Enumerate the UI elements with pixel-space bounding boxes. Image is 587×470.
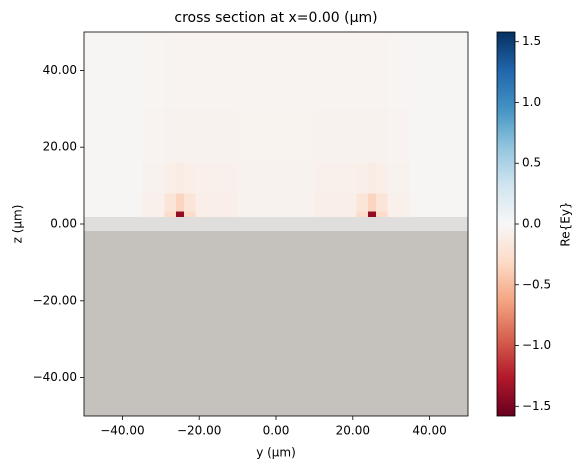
heatmap-cell [164,108,177,163]
x-tick-label: −20.00 [177,424,221,438]
heatmap-cell [314,32,357,109]
heatmap-cell [141,193,165,212]
colorbar-tick-label: −1.5 [522,399,551,413]
heatmap-cell [375,193,388,212]
heatmap-cell [164,193,177,212]
heatmap-cell [375,162,388,194]
colorbar [496,31,516,417]
chart-title: cross section at x=0.00 (μm) [174,10,377,26]
structure [84,217,468,231]
x-tick-label: −40.00 [100,424,144,438]
heatmap-cell [387,32,411,109]
heatmap-cell [195,32,238,109]
heatmap-cell [387,108,411,163]
heatmap-cell [195,193,238,212]
heatmap-cell [368,211,376,218]
y-axis-label: z (μm) [11,205,25,244]
heatmap-cell [141,108,165,163]
heatmap-cell [195,108,238,163]
heatmap-cell [237,162,315,194]
heatmap-cell [237,108,315,163]
heatmap-cell [375,32,388,109]
heatmap-cell [141,162,165,194]
heatmap-cell [176,162,184,194]
heatmap-cell [368,162,376,194]
heatmap-cell [164,32,177,109]
heatmap-cell [410,32,468,109]
heatmap-cell [356,162,369,194]
heatmap-cell [164,162,177,194]
heatmap-cell [314,193,357,212]
heatmap-cell [84,193,142,212]
y-tick-label: −40.00 [33,370,77,384]
heatmap-cell [183,211,196,218]
x-axis-label: y (μm) [256,446,296,460]
heatmap-cell [195,211,238,218]
heatmap-cell [356,108,369,163]
heatmap-cell [368,32,376,109]
heatmap-cell [164,211,177,218]
heatmap-cell [356,211,369,218]
colorbar-tick-label: −0.5 [522,277,551,291]
heatmap-cell [375,211,388,218]
colorbar-tick-label: 0.0 [522,217,541,231]
heatmap-cell [410,193,468,212]
heatmap-cell [314,108,357,163]
heatmap-cell [183,193,196,212]
heatmap-cell [356,193,369,212]
heatmap-cell [368,108,376,163]
heatmap-cell [176,108,184,163]
heatmap-cell [368,193,376,212]
heatmap-cell [387,162,411,194]
heatmap-cell [410,211,468,218]
heatmap-cell [356,32,369,109]
heatmap-cell [84,108,142,163]
heatmap-cell [84,32,142,109]
heatmap-cell [410,162,468,194]
heatmap-cell [237,193,315,212]
colorbar-tick-label: 1.5 [522,34,541,48]
heatmap-cell [84,211,142,218]
heatmap-cell [183,108,196,163]
y-tick-label: 0.00 [50,217,77,231]
heatmap-cell [195,162,238,194]
colorbar-tick-label: 1.0 [522,95,541,109]
x-tick-label: 20.00 [336,424,370,438]
y-tick-label: 20.00 [43,140,77,154]
heatmap-cell [237,211,315,218]
heatmap-cell [314,162,357,194]
heatmap-cell [314,211,357,218]
heatmap-cell [176,193,184,212]
colorbar-tick-label: −1.0 [522,338,551,352]
colorbar-tick-label: 0.5 [522,156,541,170]
heatmap-cell [237,32,315,109]
colorbar-label: Re{Ey} [559,201,573,246]
y-tick-label: −20.00 [33,293,77,307]
heatmap-cell [375,108,388,163]
heatmap-cell [387,193,411,212]
heatmap-cell [183,32,196,109]
x-tick-label: 40.00 [412,424,446,438]
heatmap-cell [387,211,411,218]
heatmap-cell [176,211,184,218]
heatmap-cell [84,162,142,194]
heatmap-cell [410,108,468,163]
heatmap-cell [183,162,196,194]
heatmap-cell [141,32,165,109]
y-tick-label: 40.00 [43,63,77,77]
heatmap-cell [141,211,165,218]
structure [84,230,468,416]
heatmap-cell [176,32,184,109]
x-tick-label: 0.00 [263,424,290,438]
